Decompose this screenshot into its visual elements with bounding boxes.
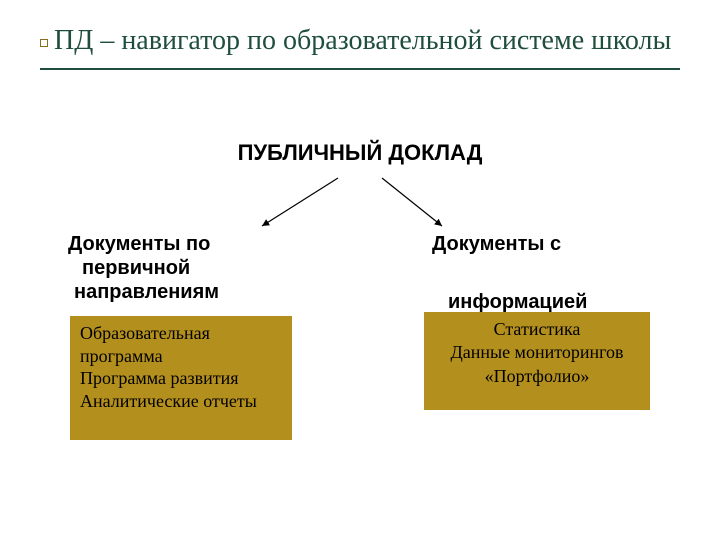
right-branch-heading: Документы с информацией xyxy=(432,232,672,314)
right-box: Статистика Данные мониторингов «Портфоли… xyxy=(424,312,650,410)
left-box-line: Образовательная xyxy=(80,322,282,345)
arrow-right xyxy=(382,178,442,226)
right-box-line: Статистика xyxy=(434,318,640,341)
left-box-line: программа xyxy=(80,345,282,368)
left-box-line: Аналитические отчеты xyxy=(80,390,282,413)
left-box-line: Программа развития xyxy=(80,367,282,390)
main-heading: ПУБЛИЧНЫЙ ДОКЛАД xyxy=(0,140,720,166)
left-heading-line3: направлениям xyxy=(74,280,298,304)
slide-title-text: ПД – навигатор по образовательной систем… xyxy=(54,25,671,56)
right-box-line: «Портфолио» xyxy=(434,365,640,388)
arrows-svg xyxy=(0,172,720,232)
arrow-left xyxy=(262,178,338,226)
slide-title-region: ПД – навигатор по образовательной систем… xyxy=(0,0,720,78)
left-heading-line2: первичной xyxy=(82,256,298,280)
left-branch-heading: Документы по первичной направлениям xyxy=(68,232,298,304)
title-bullet-icon xyxy=(40,39,48,47)
left-box: Образовательная программа Программа разв… xyxy=(70,316,292,440)
title-underline xyxy=(40,68,680,70)
right-heading-line2: информацией xyxy=(448,290,672,314)
right-box-line: Данные мониторингов xyxy=(434,341,640,364)
right-heading-line1: Документы с xyxy=(432,233,561,255)
left-heading-line1: Документы по xyxy=(68,232,298,256)
slide-title: ПД – навигатор по образовательной систем… xyxy=(40,24,680,58)
